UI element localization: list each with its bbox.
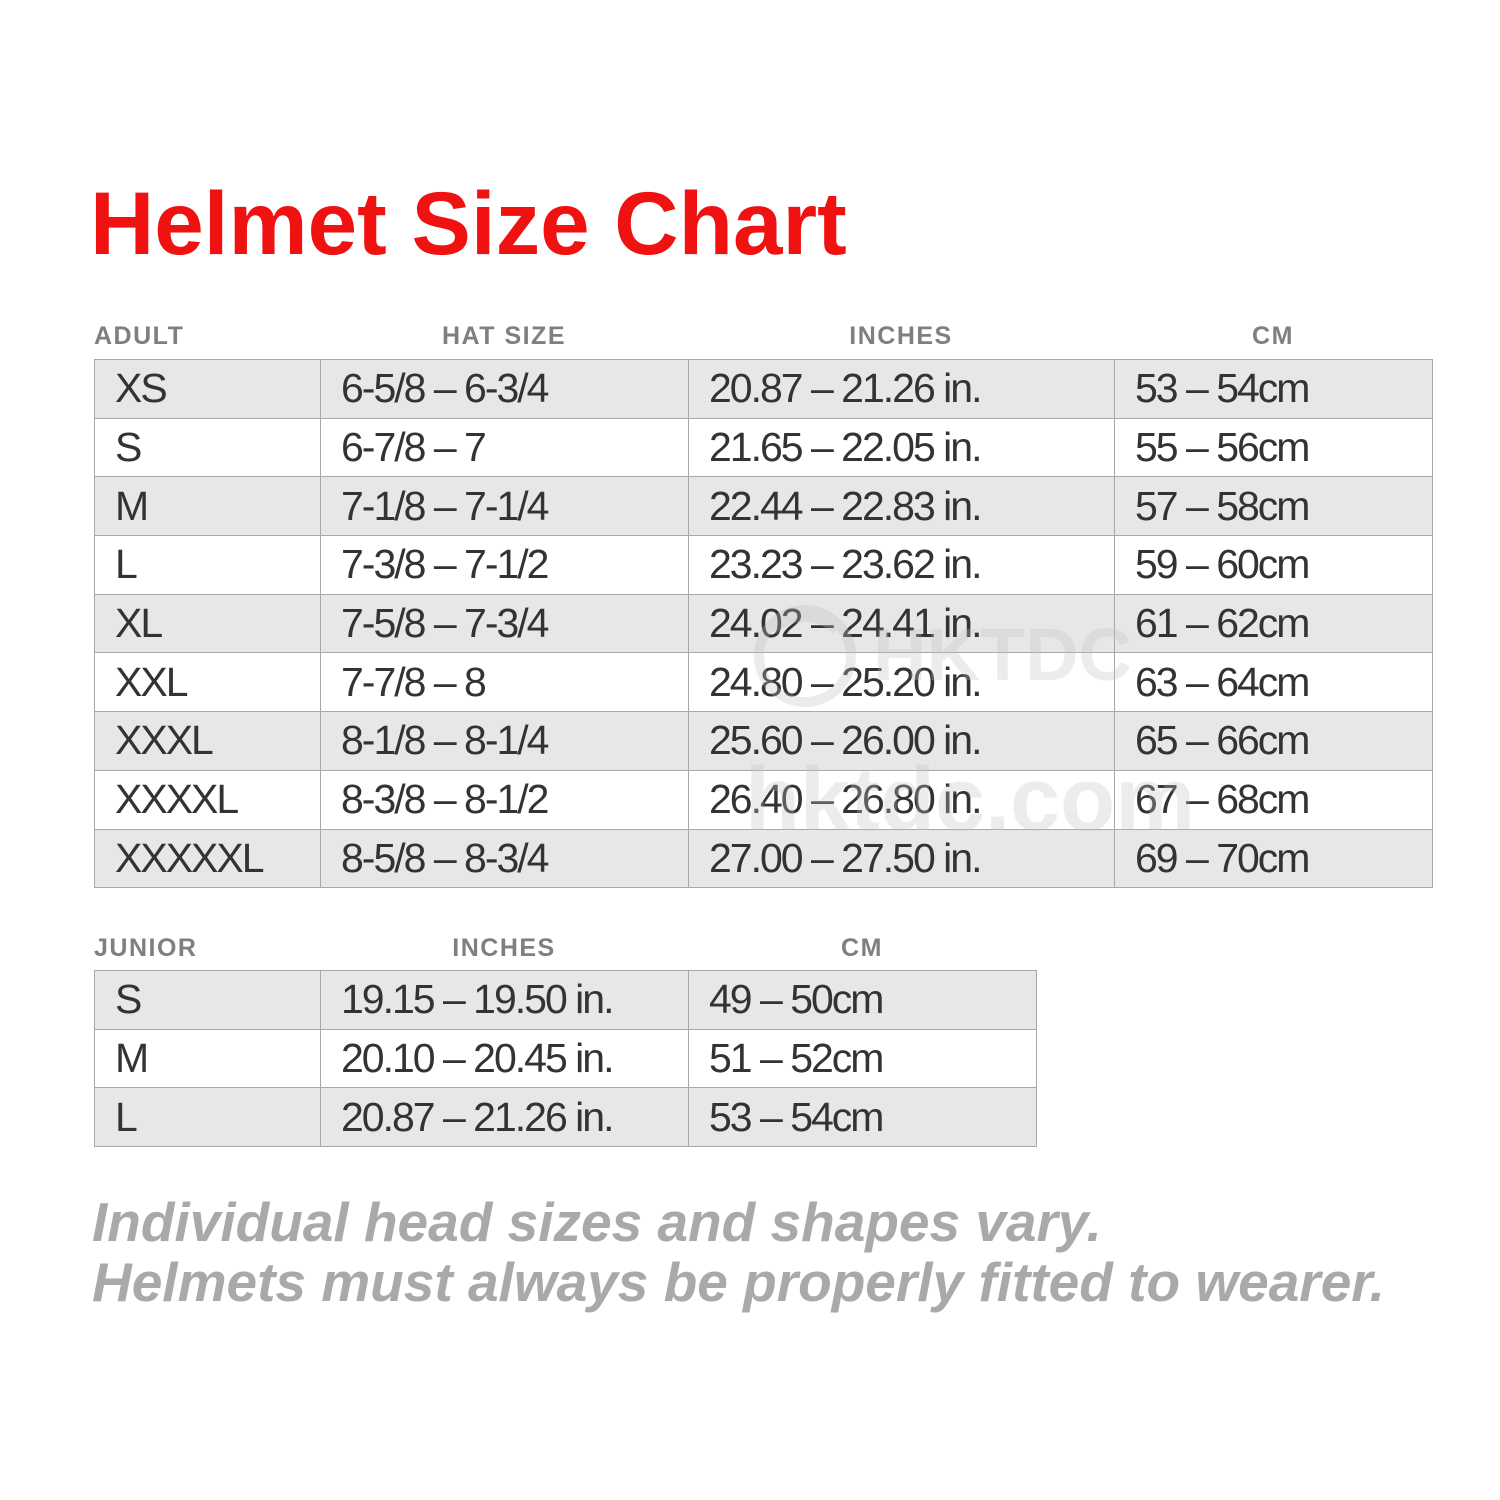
svg-text:HKTDC: HKTDC xyxy=(873,613,1132,696)
svg-text:hktdc.com: hktdc.com xyxy=(745,750,1195,850)
